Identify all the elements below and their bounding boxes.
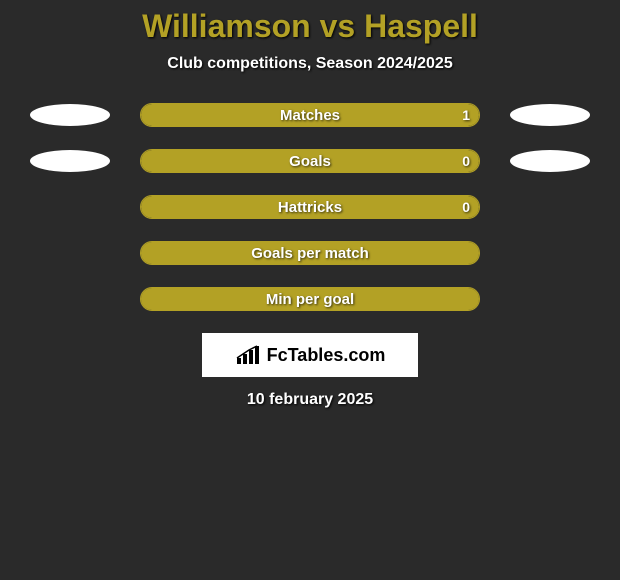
right-bubble — [510, 103, 590, 127]
stat-bar: Min per goal — [140, 287, 480, 311]
logo-text: FcTables.com — [267, 345, 386, 366]
bars-icon — [235, 344, 261, 366]
right-bubble — [510, 195, 590, 219]
date-text: 10 february 2025 — [0, 391, 620, 409]
stats-list: Matches1Goals0Hattricks0Goals per matchM… — [0, 103, 620, 311]
right-bubble — [510, 241, 590, 265]
stat-row: Goals per match — [0, 241, 620, 265]
left-bubble — [30, 195, 110, 219]
left-bubble — [30, 287, 110, 311]
stat-label: Matches — [140, 103, 480, 127]
source-logo: FcTables.com — [202, 333, 418, 377]
page-title: Williamson vs Haspell — [0, 8, 620, 45]
stat-label: Hattricks — [140, 195, 480, 219]
left-bubble — [30, 149, 110, 173]
stat-right-value: 0 — [462, 195, 470, 219]
stat-row: Matches1 — [0, 103, 620, 127]
stat-bar: Hattricks0 — [140, 195, 480, 219]
stat-bar: Goals per match — [140, 241, 480, 265]
subtitle: Club competitions, Season 2024/2025 — [0, 55, 620, 73]
stat-row: Hattricks0 — [0, 195, 620, 219]
left-bubble — [30, 241, 110, 265]
stat-row: Min per goal — [0, 287, 620, 311]
stat-label: Goals per match — [140, 241, 480, 265]
right-bubble — [510, 149, 590, 173]
stat-right-value: 0 — [462, 149, 470, 173]
left-bubble — [30, 103, 110, 127]
stat-label: Min per goal — [140, 287, 480, 311]
stat-label: Goals — [140, 149, 480, 173]
stat-row: Goals0 — [0, 149, 620, 173]
stat-bar: Matches1 — [140, 103, 480, 127]
stat-bar: Goals0 — [140, 149, 480, 173]
comparison-card: Williamson vs Haspell Club competitions,… — [0, 0, 620, 409]
stat-right-value: 1 — [462, 103, 470, 127]
right-bubble — [510, 287, 590, 311]
